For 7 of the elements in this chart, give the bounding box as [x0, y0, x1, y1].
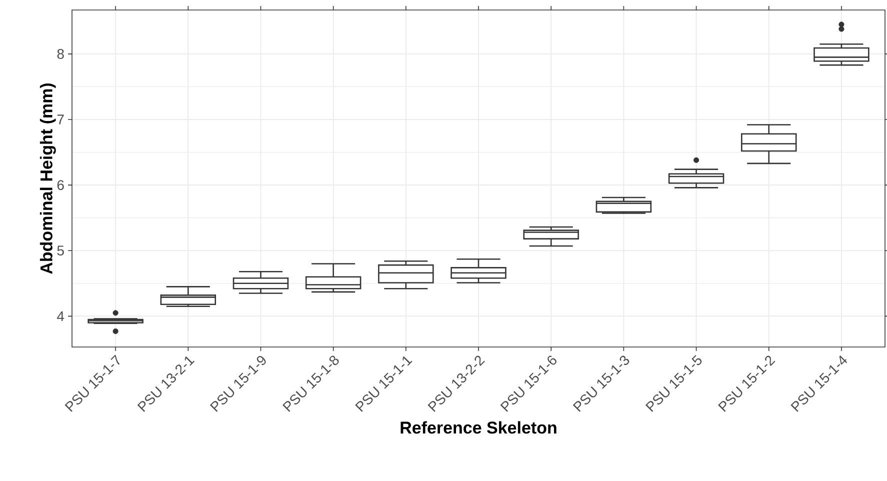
- y-tick-label: 7: [57, 114, 64, 124]
- y-axis-title: Abdominal Height (mm): [40, 83, 56, 274]
- y-tick-label: 6: [57, 180, 64, 190]
- y-tick-label: 5: [57, 246, 64, 256]
- x-axis-title: Reference Skeleton: [400, 421, 556, 434]
- y-tick-label: 8: [57, 48, 64, 59]
- y-tick-label: 4: [57, 311, 64, 321]
